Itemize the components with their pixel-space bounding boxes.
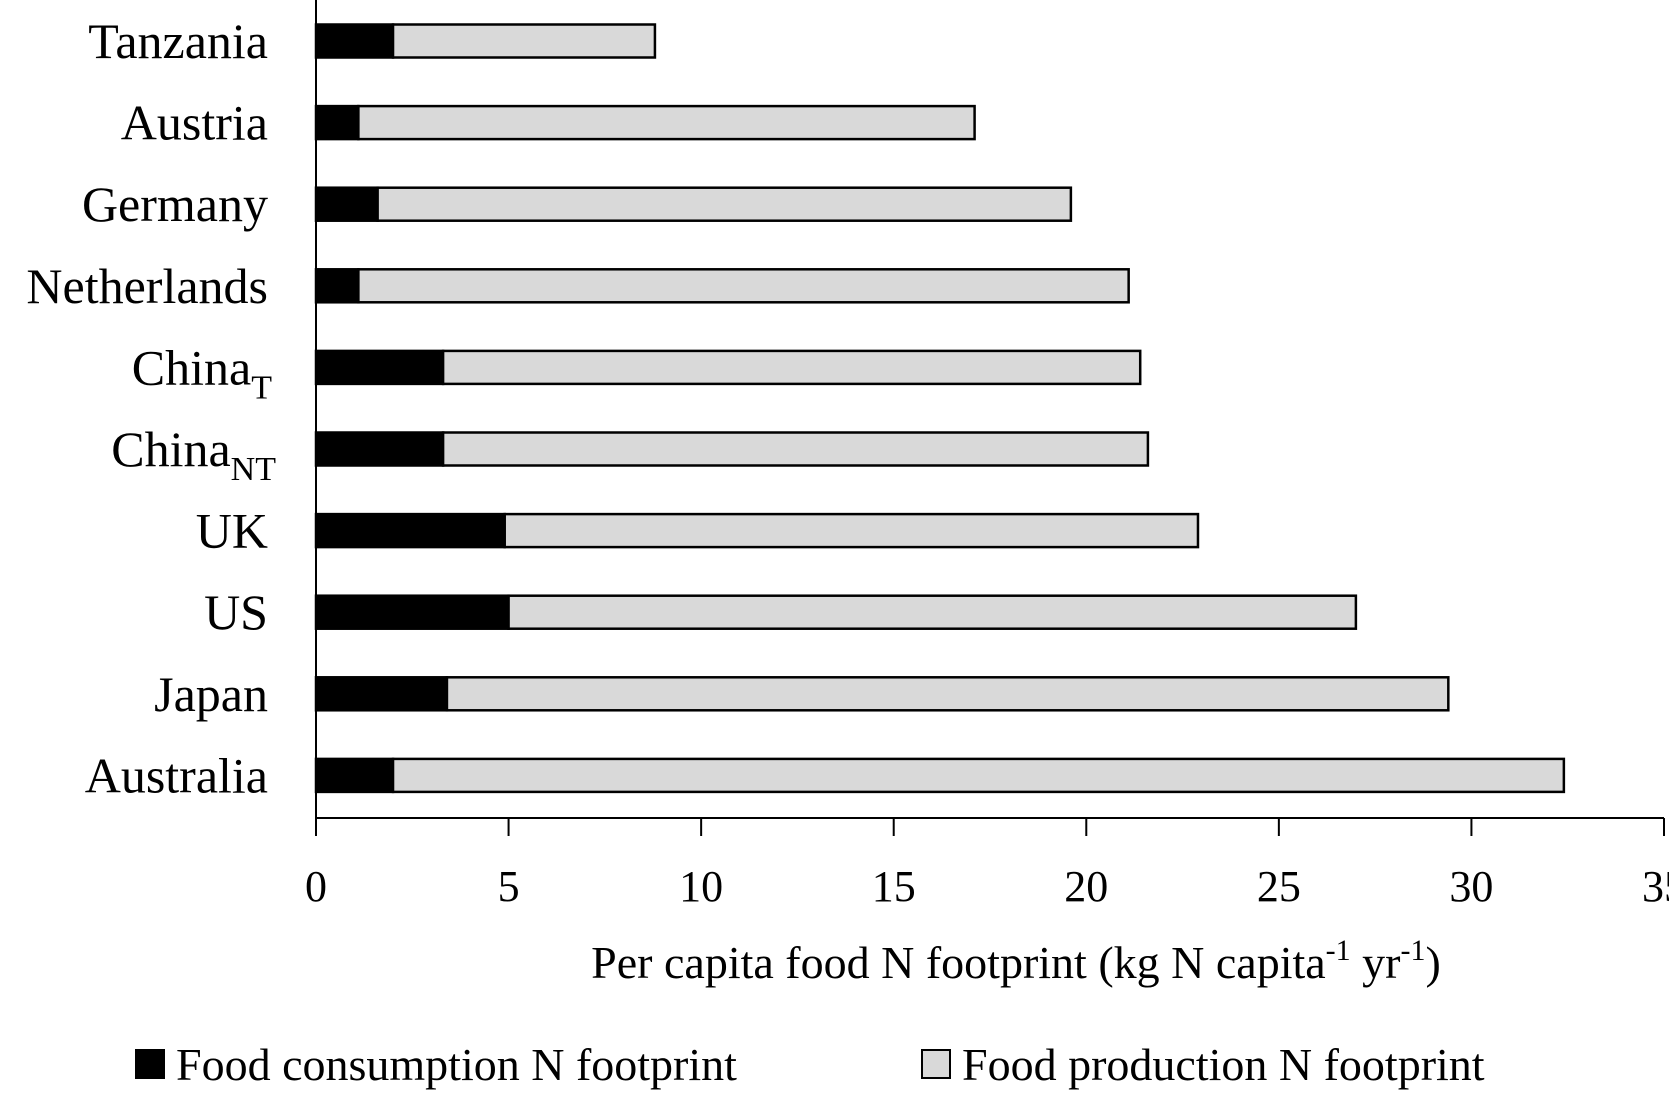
category-label-9: Australia [85, 747, 268, 803]
bar-group [314, 23, 1566, 794]
x-axis-ticks: 0 5 10 15 20 25 30 35 [305, 818, 1669, 911]
bar-consumption-7 [314, 594, 510, 630]
x-tick-label-6: 30 [1449, 862, 1493, 911]
bar-production-8 [445, 676, 1450, 712]
category-label-5: ChinaNT [111, 421, 276, 488]
x-tick-label-1: 5 [498, 862, 520, 911]
legend-label-1: Food production N footprint [962, 1039, 1485, 1090]
bar-consumption-8 [314, 676, 449, 712]
category-label-3: Netherlands [26, 258, 268, 314]
category-label-6: UK [196, 503, 268, 559]
category-label-8: Japan [154, 666, 268, 722]
x-tick-label-7: 35 [1642, 862, 1669, 911]
bar-production-0 [391, 23, 657, 59]
bar-consumption-3 [314, 268, 360, 304]
bar-consumption-2 [314, 186, 379, 222]
x-tick-label-4: 20 [1064, 862, 1108, 911]
x-axis-title: Per capita food N footprint (kg N capita… [591, 934, 1441, 988]
bar-consumption-4 [314, 349, 445, 386]
bar-production-2 [376, 186, 1073, 222]
bar-consumption-1 [314, 104, 360, 141]
legend: Food consumption N footprint Food product… [135, 1039, 1485, 1090]
x-tick-label-2: 10 [679, 862, 723, 911]
bar-production-4 [441, 349, 1142, 386]
category-label-1: Austria [121, 95, 268, 151]
bar-consumption-5 [314, 431, 445, 467]
bar-consumption-0 [314, 23, 395, 59]
bar-production-9 [391, 757, 1566, 794]
legend-label-0: Food consumption N footprint [176, 1039, 737, 1090]
legend-swatch-0 [135, 1049, 165, 1079]
bar-consumption-6 [314, 512, 506, 549]
bar-consumption-9 [314, 757, 395, 794]
category-label-2: Germany [82, 176, 268, 232]
category-labels: Tanzania Austria Germany Netherlands ChinaT C… [26, 13, 276, 803]
category-label-0: Tanzania [88, 13, 268, 69]
legend-swatch-1 [921, 1049, 951, 1079]
bar-production-6 [503, 512, 1200, 549]
bar-production-3 [357, 268, 1130, 304]
bar-production-7 [507, 594, 1358, 630]
bar-production-5 [441, 431, 1150, 467]
x-tick-label-0: 0 [305, 862, 327, 911]
category-label-7: US [204, 584, 268, 640]
bar-production-1 [357, 104, 976, 141]
x-tick-label-5: 25 [1257, 862, 1301, 911]
x-tick-label-3: 15 [872, 862, 916, 911]
category-label-4: ChinaT [132, 339, 272, 406]
